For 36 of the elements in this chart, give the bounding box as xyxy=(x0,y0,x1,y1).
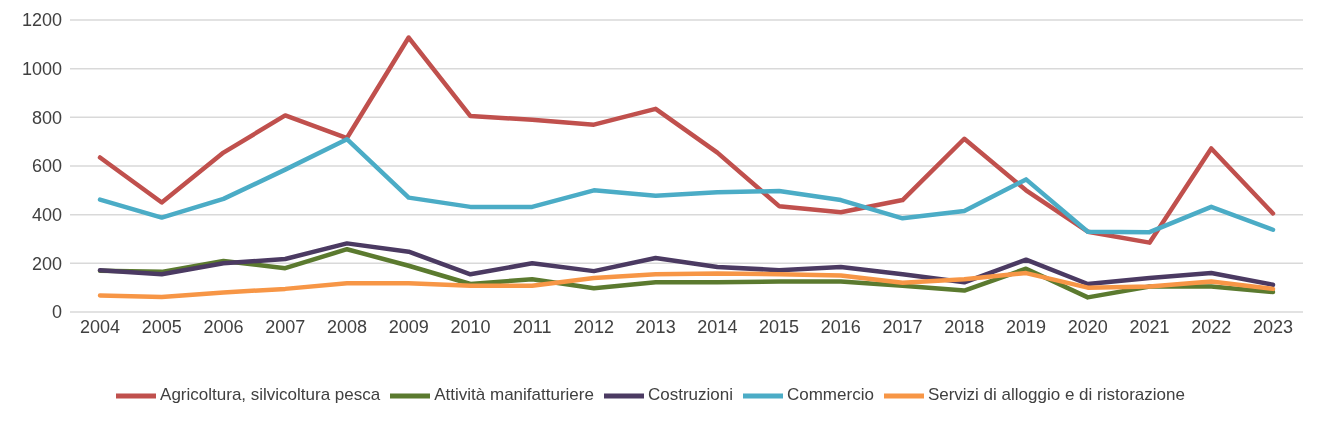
x-tick-label: 2022 xyxy=(1191,316,1232,337)
y-tick-label: 1000 xyxy=(21,59,62,80)
x-tick-label: 2010 xyxy=(450,316,491,337)
x-tick-label: 2006 xyxy=(203,316,244,337)
x-tick-label: 2023 xyxy=(1252,316,1294,337)
y-tick-label: 200 xyxy=(31,253,62,274)
legend-label: Servizi di alloggio e di ristorazione xyxy=(927,385,1185,405)
x-tick-label: 2015 xyxy=(759,316,800,337)
line-series xyxy=(97,35,1276,245)
y-tick-label: 800 xyxy=(31,107,62,128)
legend-label: Costruzioni xyxy=(647,385,733,405)
x-tick-label: 2013 xyxy=(635,316,676,337)
x-tick-label: 2018 xyxy=(944,316,985,337)
x-tick-label: 2014 xyxy=(697,316,738,337)
y-tick-label: 0 xyxy=(51,302,62,323)
x-tick-label: 2021 xyxy=(1129,316,1170,337)
legend-label: Attività manifatturiere xyxy=(434,385,594,405)
x-tick-label: 2005 xyxy=(141,316,182,337)
line-series xyxy=(97,136,1276,235)
x-tick-label: 2017 xyxy=(882,316,923,337)
y-tick-label: 400 xyxy=(31,205,62,226)
legend-label: Commercio xyxy=(786,385,874,405)
x-tick-label: 2016 xyxy=(820,316,861,337)
x-tick-label: 2008 xyxy=(326,316,367,337)
x-tick-label: 2019 xyxy=(1006,316,1047,337)
x-tick-label: 2011 xyxy=(512,316,552,337)
line-series xyxy=(97,241,1276,287)
x-tick-label: 2009 xyxy=(388,316,429,337)
y-tick-label: 1200 xyxy=(21,10,62,31)
x-tick-label: 2007 xyxy=(265,316,306,337)
x-tick-label: 2020 xyxy=(1067,316,1108,337)
x-tick-label: 2012 xyxy=(573,316,614,337)
line-series xyxy=(97,270,1276,300)
legend-label: Agricoltura, silvicoltura pesca xyxy=(160,385,381,405)
x-tick-label: 2004 xyxy=(79,316,121,337)
y-tick-label: 600 xyxy=(31,156,62,177)
